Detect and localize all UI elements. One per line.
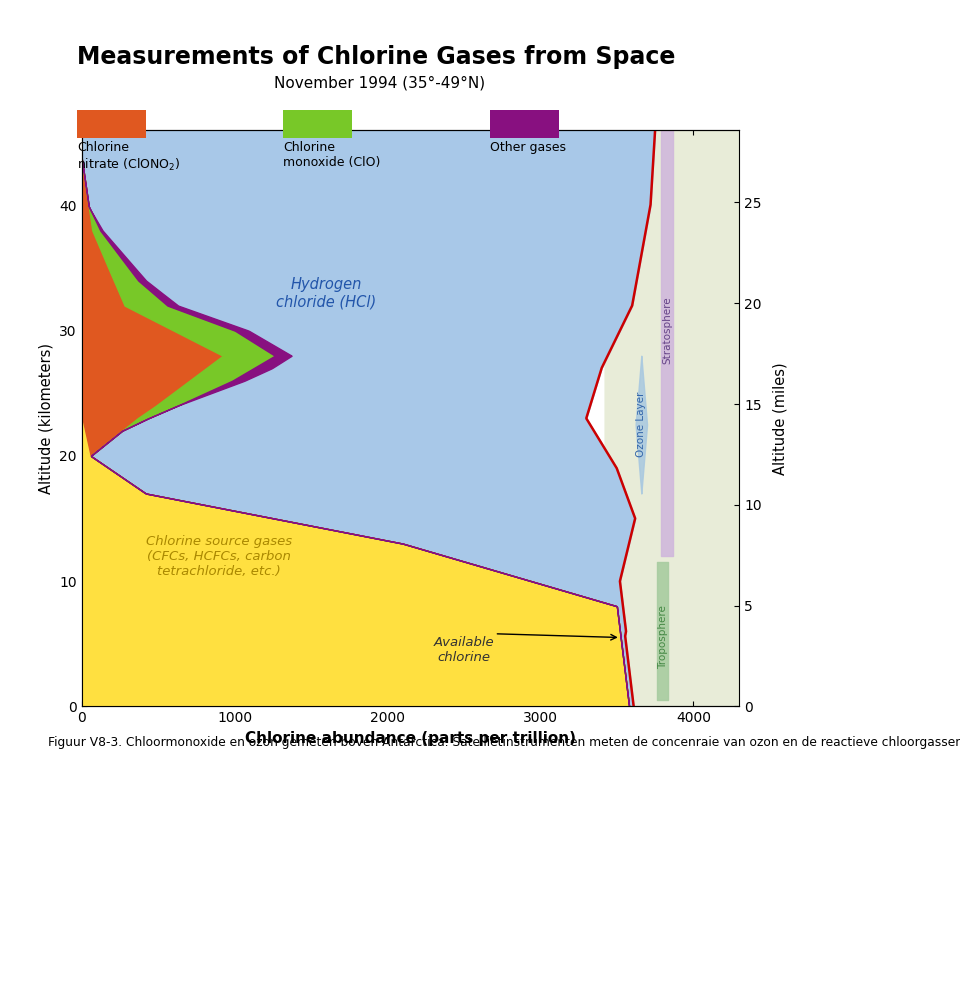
Text: Chlorine
monoxide (ClO): Chlorine monoxide (ClO) [283,141,380,169]
Text: Troposphere: Troposphere [658,605,668,669]
Text: Hydrogen
chloride (HCl): Hydrogen chloride (HCl) [276,277,376,310]
Text: Chlorine source gases
(CFCs, HCFCs, carbon
tetrachloride, etc.): Chlorine source gases (CFCs, HCFCs, carb… [146,535,292,577]
Text: Available
chlorine: Available chlorine [434,636,494,664]
X-axis label: Chlorine abundance (parts per trillion): Chlorine abundance (parts per trillion) [245,730,576,745]
Text: Measurements of Chlorine Gases from Space: Measurements of Chlorine Gases from Spac… [77,45,675,69]
Text: Chlorine
nitrate (ClONO$_2$): Chlorine nitrate (ClONO$_2$) [77,141,180,172]
Text: Figuur V8-3. Chloormonoxide en ozon gemeten boven Antarctica. Satellietinstrumen: Figuur V8-3. Chloormonoxide en ozon geme… [48,736,960,749]
Text: Other gases: Other gases [490,141,565,154]
Y-axis label: Altitude (miles): Altitude (miles) [773,362,788,475]
Text: Ozone Layer: Ozone Layer [636,392,646,457]
Text: November 1994 (35°-49°N): November 1994 (35°-49°N) [274,75,485,90]
Text: Stratosphere: Stratosphere [662,297,672,365]
Y-axis label: Altitude (kilometers): Altitude (kilometers) [38,343,54,494]
